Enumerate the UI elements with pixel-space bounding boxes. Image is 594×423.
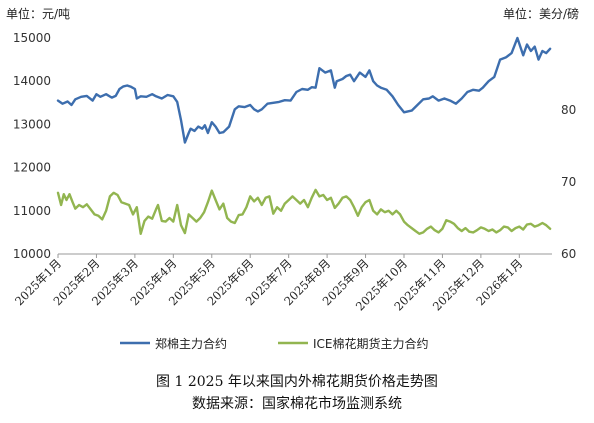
left-tick-label: 13000 <box>13 117 51 131</box>
x-axis-ticks: 2025年1月2025年2月2025年3月2025年4月2025年5月2025年… <box>12 254 525 313</box>
right-axis-label: 单位：美分/磅 <box>503 6 579 21</box>
legend: 郑棉主力合约 ICE棉花期货主力合约 <box>120 336 429 351</box>
left-tick-label: 11000 <box>13 204 51 218</box>
left-tick-label: 10000 <box>13 247 51 261</box>
legend-label-series2: ICE棉花期货主力合约 <box>313 336 429 351</box>
left-axis-ticks: 10000 11000 12000 13000 14000 15000 <box>13 31 51 261</box>
legend-label-series1: 郑棉主力合约 <box>155 336 227 351</box>
figure-caption: 图 1 2025 年以来国内外棉花期货价格走势图 <box>156 374 438 390</box>
right-axis-ticks: 60 70 80 <box>561 103 576 261</box>
figure-source: 数据来源：国家棉花市场监测系统 <box>192 396 402 412</box>
left-axis-label: 单位：元/吨 <box>6 6 70 21</box>
price-chart: 单位：元/吨 单位：美分/磅 10000 11000 12000 13000 14000… <box>6 6 579 351</box>
right-tick-label: 80 <box>561 103 576 117</box>
left-tick-label: 14000 <box>13 74 51 88</box>
series-line-1 <box>56 36 552 144</box>
left-tick-label: 15000 <box>13 31 51 45</box>
right-tick-label: 70 <box>561 175 576 189</box>
series-line-2 <box>56 188 552 236</box>
series-lines <box>56 36 552 236</box>
left-tick-label: 12000 <box>13 161 51 175</box>
right-tick-label: 60 <box>561 247 576 261</box>
